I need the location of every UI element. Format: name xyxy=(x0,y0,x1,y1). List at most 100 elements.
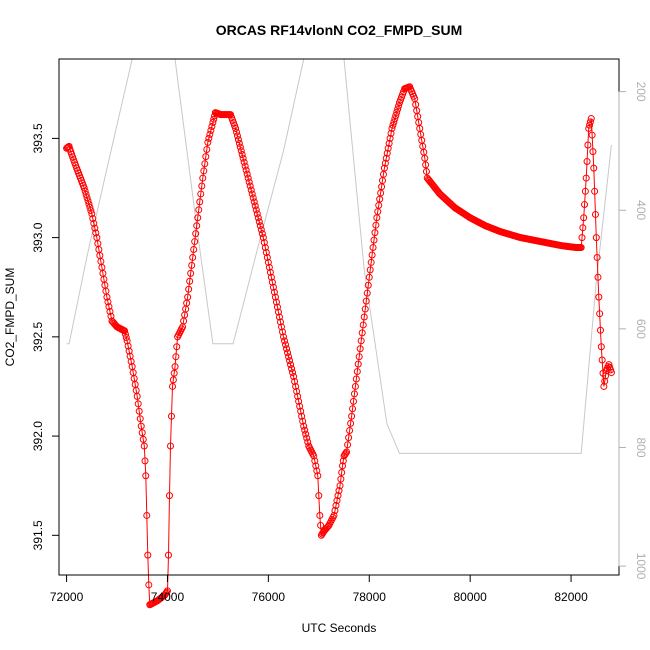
co2-point xyxy=(577,244,585,252)
co2-point xyxy=(387,129,395,137)
co2-point xyxy=(578,234,586,242)
co2-point xyxy=(393,108,401,116)
co2-point xyxy=(313,467,321,475)
co2-point xyxy=(289,369,297,377)
co2-point xyxy=(87,207,95,215)
co2-point xyxy=(347,419,355,427)
co2-point xyxy=(263,253,271,261)
co2-point xyxy=(349,405,357,413)
co2-point xyxy=(170,369,178,377)
co2-point xyxy=(580,214,588,222)
co2-point xyxy=(584,141,592,149)
co2-point xyxy=(351,382,359,390)
co2-point xyxy=(361,305,369,313)
co2-point xyxy=(262,249,270,256)
co2-point xyxy=(185,285,193,293)
co2-point xyxy=(297,407,305,415)
y-axis: 391.5 392.0 392.5 393.0 393.5 xyxy=(31,123,60,550)
co2-point xyxy=(284,349,292,357)
co2-point xyxy=(125,347,133,355)
co2-point xyxy=(600,382,608,390)
co2-point xyxy=(273,303,281,311)
co2-point xyxy=(163,587,171,595)
co2-point xyxy=(254,214,262,222)
x-tick-label: 74000 xyxy=(151,590,185,604)
y2-tick-label: 200 xyxy=(634,82,648,102)
co2-point xyxy=(186,277,194,285)
co2-point xyxy=(80,184,88,192)
co2-point xyxy=(164,551,172,559)
co2-point xyxy=(134,400,142,408)
co2-point xyxy=(124,342,132,350)
co2-point xyxy=(282,341,290,349)
co2-point xyxy=(85,200,93,208)
co2-point xyxy=(586,118,594,126)
co2-point xyxy=(330,511,338,519)
co2-point xyxy=(390,118,398,126)
co2-point xyxy=(288,365,296,373)
co2-point xyxy=(335,487,343,495)
co2-point xyxy=(272,298,280,306)
co2-point xyxy=(105,303,113,311)
co2-point xyxy=(332,502,340,510)
x-axis: 72000 74000 76000 78000 80000 82000 xyxy=(50,574,588,604)
co2-point xyxy=(348,412,356,420)
co2-point xyxy=(133,392,141,400)
co2-point xyxy=(193,222,201,230)
co2-point xyxy=(169,382,177,390)
co2-point xyxy=(591,187,599,195)
co2-point xyxy=(270,288,278,296)
co2-point xyxy=(585,124,593,132)
co2-point xyxy=(242,166,250,174)
co2-point xyxy=(591,210,599,218)
co2-point xyxy=(266,268,274,276)
co2-point xyxy=(238,151,246,159)
y2-tick-label: 1000 xyxy=(634,553,648,580)
co2-point xyxy=(106,307,114,315)
co2-point xyxy=(143,511,151,519)
x-axis-label: UTC Seconds xyxy=(302,621,377,635)
co2-point xyxy=(202,153,210,161)
co2-point xyxy=(252,206,260,214)
co2-point xyxy=(145,581,153,589)
co2-point xyxy=(350,390,358,398)
co2-point xyxy=(588,131,596,139)
co2-point xyxy=(251,202,259,210)
co2-point xyxy=(598,356,606,364)
co2-point xyxy=(92,229,100,237)
co2-point xyxy=(141,457,149,465)
co2-point xyxy=(197,190,205,198)
co2-point xyxy=(190,246,198,254)
co2-point xyxy=(280,333,287,341)
co2-point xyxy=(81,187,89,195)
co2-point xyxy=(304,438,312,446)
co2-point xyxy=(276,318,284,326)
co2-point xyxy=(586,121,594,129)
y2-tick-label: 800 xyxy=(634,437,648,457)
co2-point xyxy=(127,357,135,365)
co2-series xyxy=(63,83,615,609)
co2-point xyxy=(339,457,347,465)
co2-point xyxy=(368,251,376,259)
co2-point xyxy=(184,293,192,301)
co2-point xyxy=(84,197,92,205)
co2-point xyxy=(274,308,282,316)
co2-point xyxy=(339,462,347,470)
co2-point xyxy=(364,281,372,289)
co2-point xyxy=(312,462,320,470)
co2-point xyxy=(336,482,344,490)
co2-point xyxy=(198,182,206,190)
y2-tick-label: 600 xyxy=(634,319,648,339)
co2-point xyxy=(290,373,298,381)
co2-point xyxy=(240,158,248,166)
co2-point xyxy=(168,412,175,420)
co2-point xyxy=(136,415,144,423)
co2-point xyxy=(331,507,339,514)
co2-point xyxy=(583,158,591,166)
co2-point xyxy=(594,273,602,281)
co2-point xyxy=(199,174,207,182)
co2-point xyxy=(264,258,272,266)
co2-point xyxy=(261,244,269,252)
co2-point xyxy=(358,329,366,337)
co2-point xyxy=(295,397,303,405)
